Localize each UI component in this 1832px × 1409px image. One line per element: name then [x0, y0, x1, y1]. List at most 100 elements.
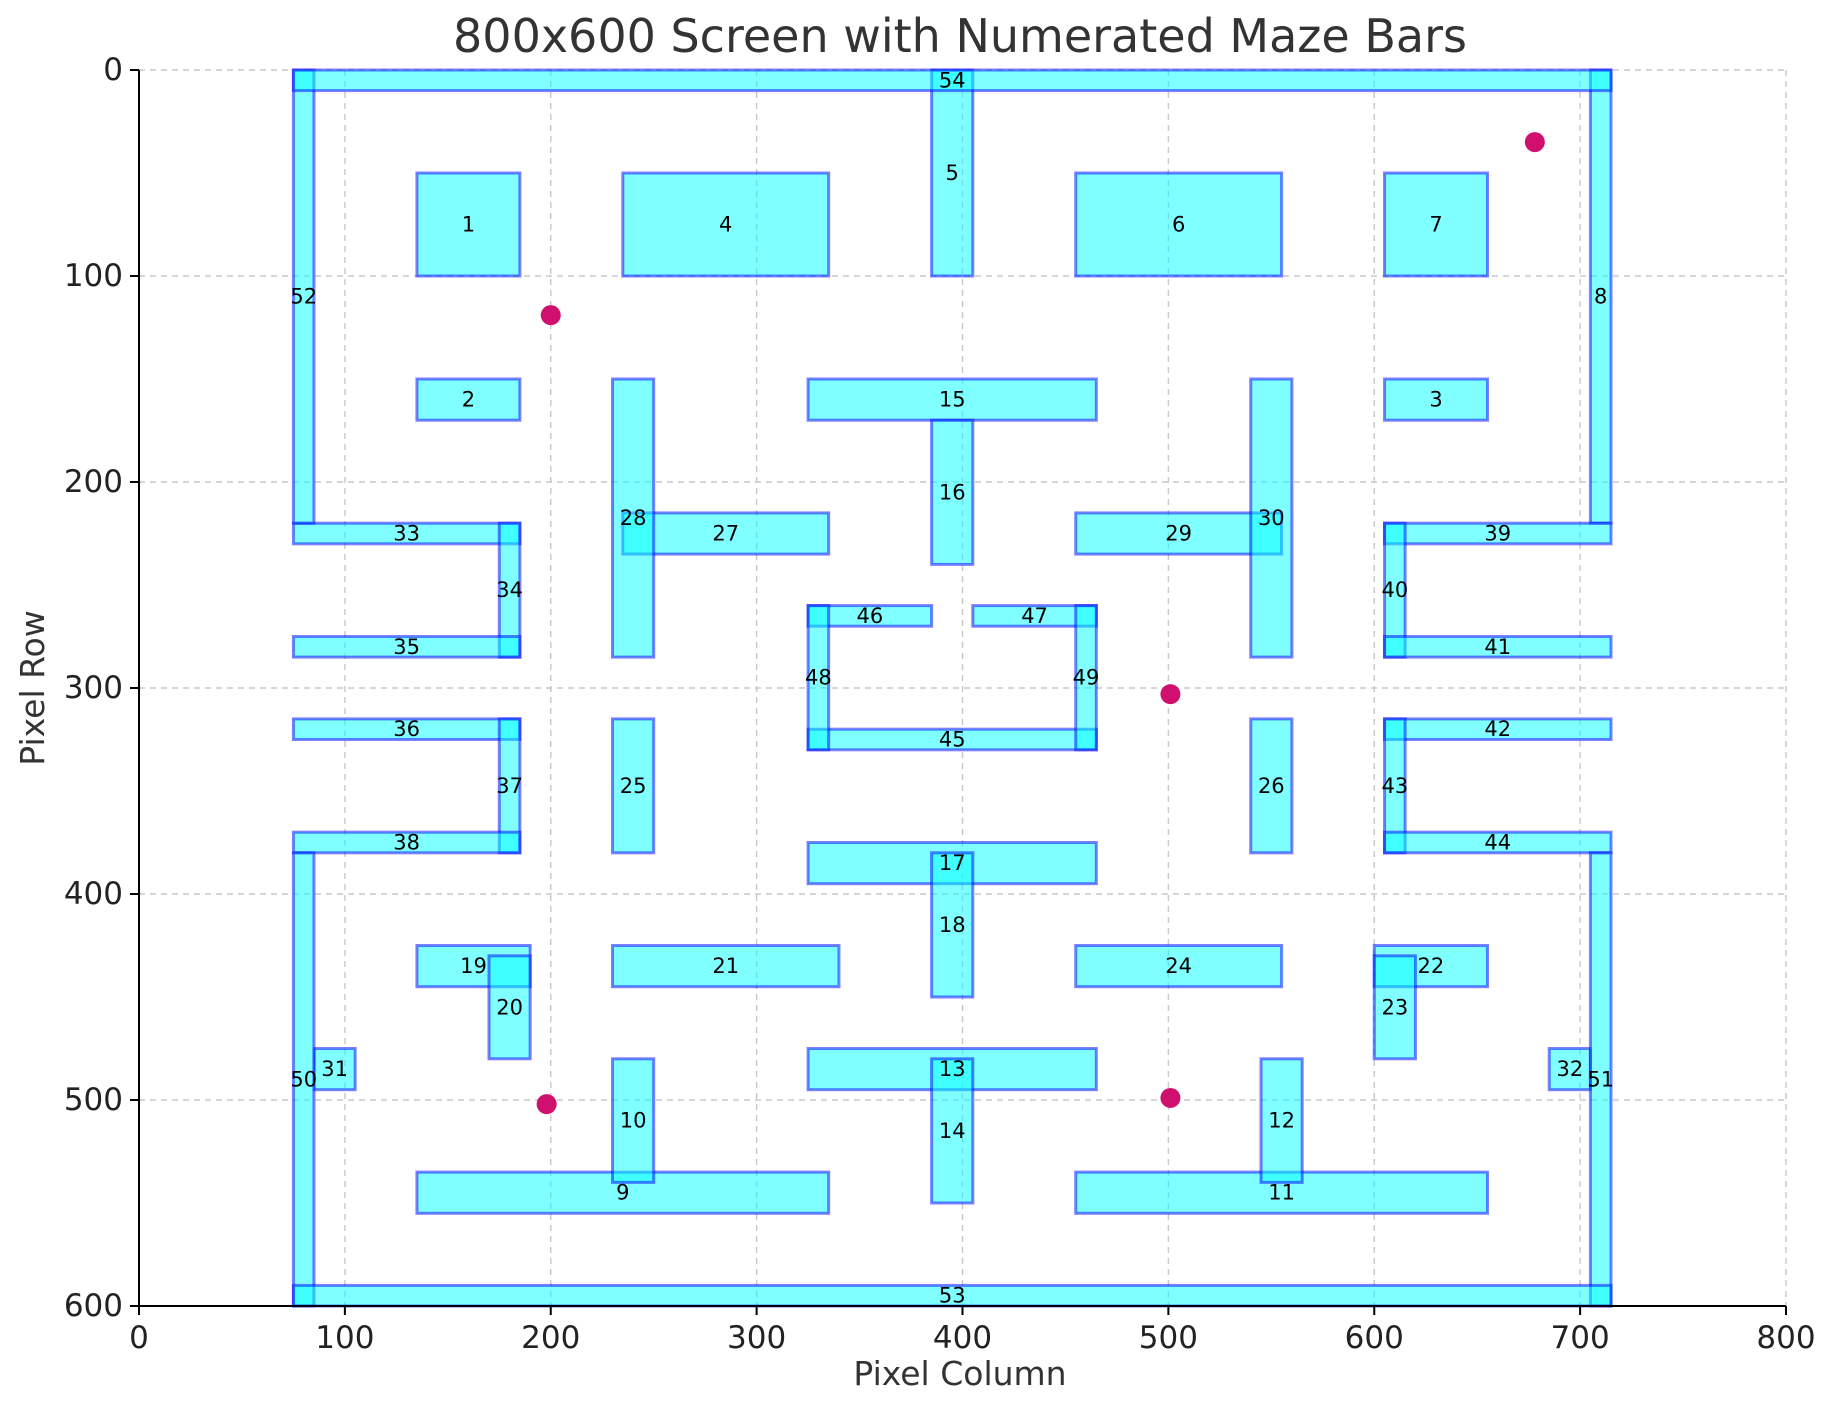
maze-bar-label-14: 14	[939, 1119, 966, 1143]
maze-bar-28	[611, 377, 656, 659]
maze-bar-label-49: 49	[1073, 666, 1100, 690]
maze-bar-3	[1383, 377, 1489, 422]
maze-bar-label-5: 5	[946, 161, 959, 185]
maze-bar-14	[930, 1057, 975, 1205]
maze-bar-label-21: 21	[712, 954, 739, 978]
maze-bar-label-51: 51	[1587, 1067, 1614, 1091]
maze-bar-label-27: 27	[712, 522, 739, 546]
scatter-point-2	[540, 305, 561, 326]
y-tick-label-600: 600	[64, 1288, 123, 1324]
maze-bar-4	[621, 171, 831, 278]
maze-bar-label-32: 32	[1556, 1057, 1583, 1081]
maze-bar-label-12: 12	[1268, 1109, 1295, 1133]
maze-bar-label-42: 42	[1484, 717, 1511, 741]
x-tick-label-300: 300	[727, 1320, 786, 1356]
maze-bar-label-4: 4	[719, 213, 732, 237]
maze-bar-label-36: 36	[393, 717, 420, 741]
maze-bar-label-40: 40	[1381, 578, 1408, 602]
maze-bar-24	[1074, 944, 1284, 989]
maze-bar-label-29: 29	[1165, 522, 1192, 546]
maze-bar-label-8: 8	[1594, 285, 1607, 309]
y-tick-label-100: 100	[64, 258, 123, 294]
maze-bar-label-39: 39	[1484, 522, 1511, 546]
maze-bar-label-37: 37	[496, 774, 523, 798]
maze-bar-32	[1547, 1047, 1592, 1092]
maze-bar-label-48: 48	[805, 666, 832, 690]
maze-bar-label-25: 25	[620, 774, 647, 798]
maze-bar-label-24: 24	[1165, 954, 1192, 978]
scatter-point-3	[1160, 684, 1181, 705]
maze-bar-label-6: 6	[1172, 213, 1185, 237]
maze-bar-15	[806, 377, 1098, 422]
maze-bar-label-18: 18	[939, 913, 966, 937]
maze-bar-label-15: 15	[939, 388, 966, 412]
maze-bar-54	[291, 68, 1613, 93]
scatter-point-5	[1160, 1087, 1181, 1108]
y-axis-label: Pixel Row	[13, 610, 52, 765]
y-tick-label-400: 400	[64, 876, 123, 912]
maze-bar-38	[291, 830, 522, 855]
y-tick-label-200: 200	[64, 464, 123, 500]
maze-bar-label-17: 17	[939, 851, 966, 875]
maze-bar-30	[1249, 377, 1294, 659]
maze-bar-44	[1383, 830, 1613, 855]
maze-bar-label-33: 33	[393, 522, 420, 546]
maze-bar-label-31: 31	[321, 1057, 348, 1081]
maze-bar-21	[611, 944, 841, 989]
maze-bar-26	[1249, 717, 1294, 855]
scatter-points	[536, 132, 1545, 1115]
axis-ticks: 0 100 200 300 400 500 600 700 800 0 100 200 300 400 50…	[64, 52, 1816, 1356]
maze-bar-label-47: 47	[1021, 604, 1048, 628]
x-axis-label: Pixel Column	[853, 1354, 1066, 1393]
maze-bar-label-16: 16	[939, 480, 966, 504]
maze-bar-label-30: 30	[1258, 506, 1285, 530]
maze-bar-1	[415, 171, 522, 278]
maze-bar-label-43: 43	[1381, 774, 1408, 798]
maze-bar-label-38: 38	[393, 831, 420, 855]
maze-bar-18	[930, 851, 975, 999]
chart-title: 800x600 Screen with Numerated Maze Bars	[453, 9, 1467, 63]
maze-bar-label-28: 28	[620, 506, 647, 530]
maze-bar-label-1: 1	[462, 213, 475, 237]
maze-bar-label-11: 11	[1268, 1181, 1295, 1205]
x-tick-label-800: 800	[1756, 1320, 1815, 1356]
maze-bar-label-7: 7	[1429, 213, 1442, 237]
maze-bar-10	[611, 1057, 656, 1184]
maze-bar-label-45: 45	[939, 728, 966, 752]
maze-bar-label-26: 26	[1258, 774, 1285, 798]
maze-bar-label-22: 22	[1417, 954, 1444, 978]
maze-bar-49	[1074, 604, 1098, 752]
maze-bar-label-53: 53	[939, 1284, 966, 1308]
x-tick-label-100: 100	[315, 1320, 374, 1356]
maze-bar-label-10: 10	[620, 1109, 647, 1133]
maze-bar-label-13: 13	[939, 1057, 966, 1081]
maze-bar-label-23: 23	[1381, 995, 1408, 1019]
maze-bar-41	[1383, 635, 1613, 659]
y-tick-label-300: 300	[64, 670, 123, 706]
maze-bar-label-19: 19	[460, 954, 487, 978]
maze-bar-35	[291, 635, 522, 659]
maze-bar-label-52: 52	[290, 285, 317, 309]
maze-bars	[291, 68, 1613, 1308]
scatter-point-4	[536, 1094, 557, 1115]
x-tick-label-400: 400	[933, 1320, 992, 1356]
scatter-point-1	[1524, 132, 1545, 153]
maze-bar-label-3: 3	[1429, 388, 1442, 412]
maze-bar-23	[1372, 954, 1417, 1061]
maze-bar-12	[1259, 1057, 1304, 1184]
maze-bar-label-20: 20	[496, 995, 523, 1019]
maze-bar-label-50: 50	[290, 1067, 317, 1091]
maze-bar-label-2: 2	[462, 388, 475, 412]
maze-bar-label-34: 34	[496, 578, 523, 602]
maze-bar-29	[1074, 511, 1284, 556]
maze-bar-label-41: 41	[1484, 635, 1511, 659]
maze-bar-label-9: 9	[616, 1181, 629, 1205]
maze-bar-label-54: 54	[939, 68, 966, 92]
x-tick-label-500: 500	[1139, 1320, 1198, 1356]
y-tick-label-500: 500	[64, 1082, 123, 1118]
maze-bar-25	[611, 717, 656, 855]
maze-bar-6	[1074, 171, 1284, 278]
maze-bar-16	[930, 418, 975, 566]
